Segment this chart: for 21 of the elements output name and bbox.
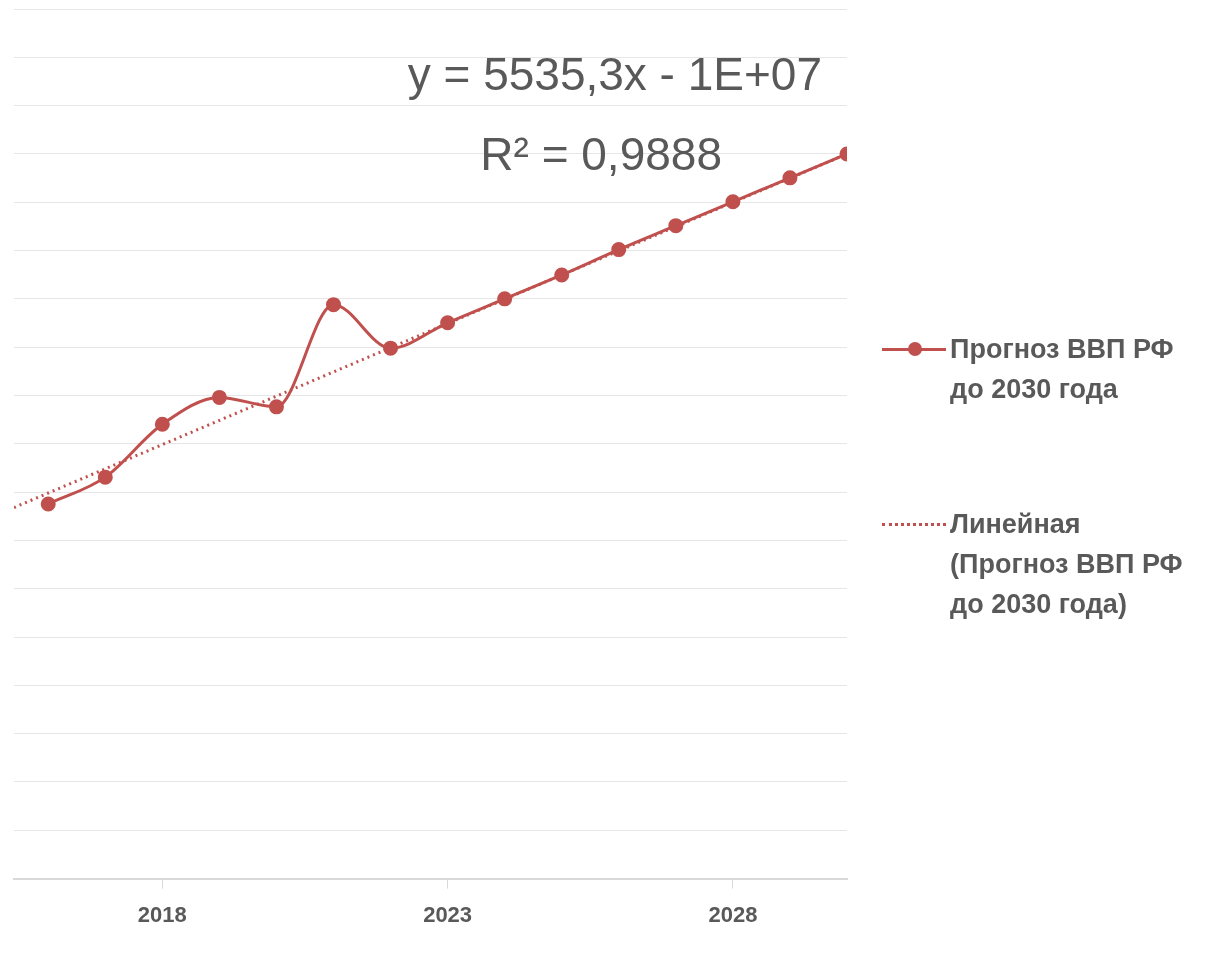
text: y = 5535,3x - 1E+07 bbox=[407, 47, 822, 100]
point bbox=[782, 170, 798, 186]
point bbox=[326, 297, 342, 313]
point bbox=[268, 399, 284, 415]
point bbox=[497, 291, 513, 307]
x-tick-label: 2018 bbox=[137, 901, 187, 927]
point bbox=[154, 416, 170, 432]
x-tick-label: 2023 bbox=[423, 901, 473, 927]
point bbox=[611, 242, 627, 258]
point bbox=[97, 469, 113, 485]
legend-label: Прогноз ВВП РФ до 2030 года bbox=[950, 333, 1175, 406]
x-tick-label: 2028 bbox=[708, 901, 758, 927]
point bbox=[668, 218, 684, 234]
point bbox=[725, 194, 741, 210]
point bbox=[383, 340, 399, 356]
point bbox=[211, 389, 227, 405]
legend-label: Линейная (Прогноз ВВП РФ до 2030 года) bbox=[950, 508, 1184, 621]
point bbox=[440, 315, 456, 331]
point bbox=[40, 496, 56, 512]
annotation: R² = 0,9888 bbox=[480, 127, 722, 180]
point bbox=[554, 267, 570, 283]
